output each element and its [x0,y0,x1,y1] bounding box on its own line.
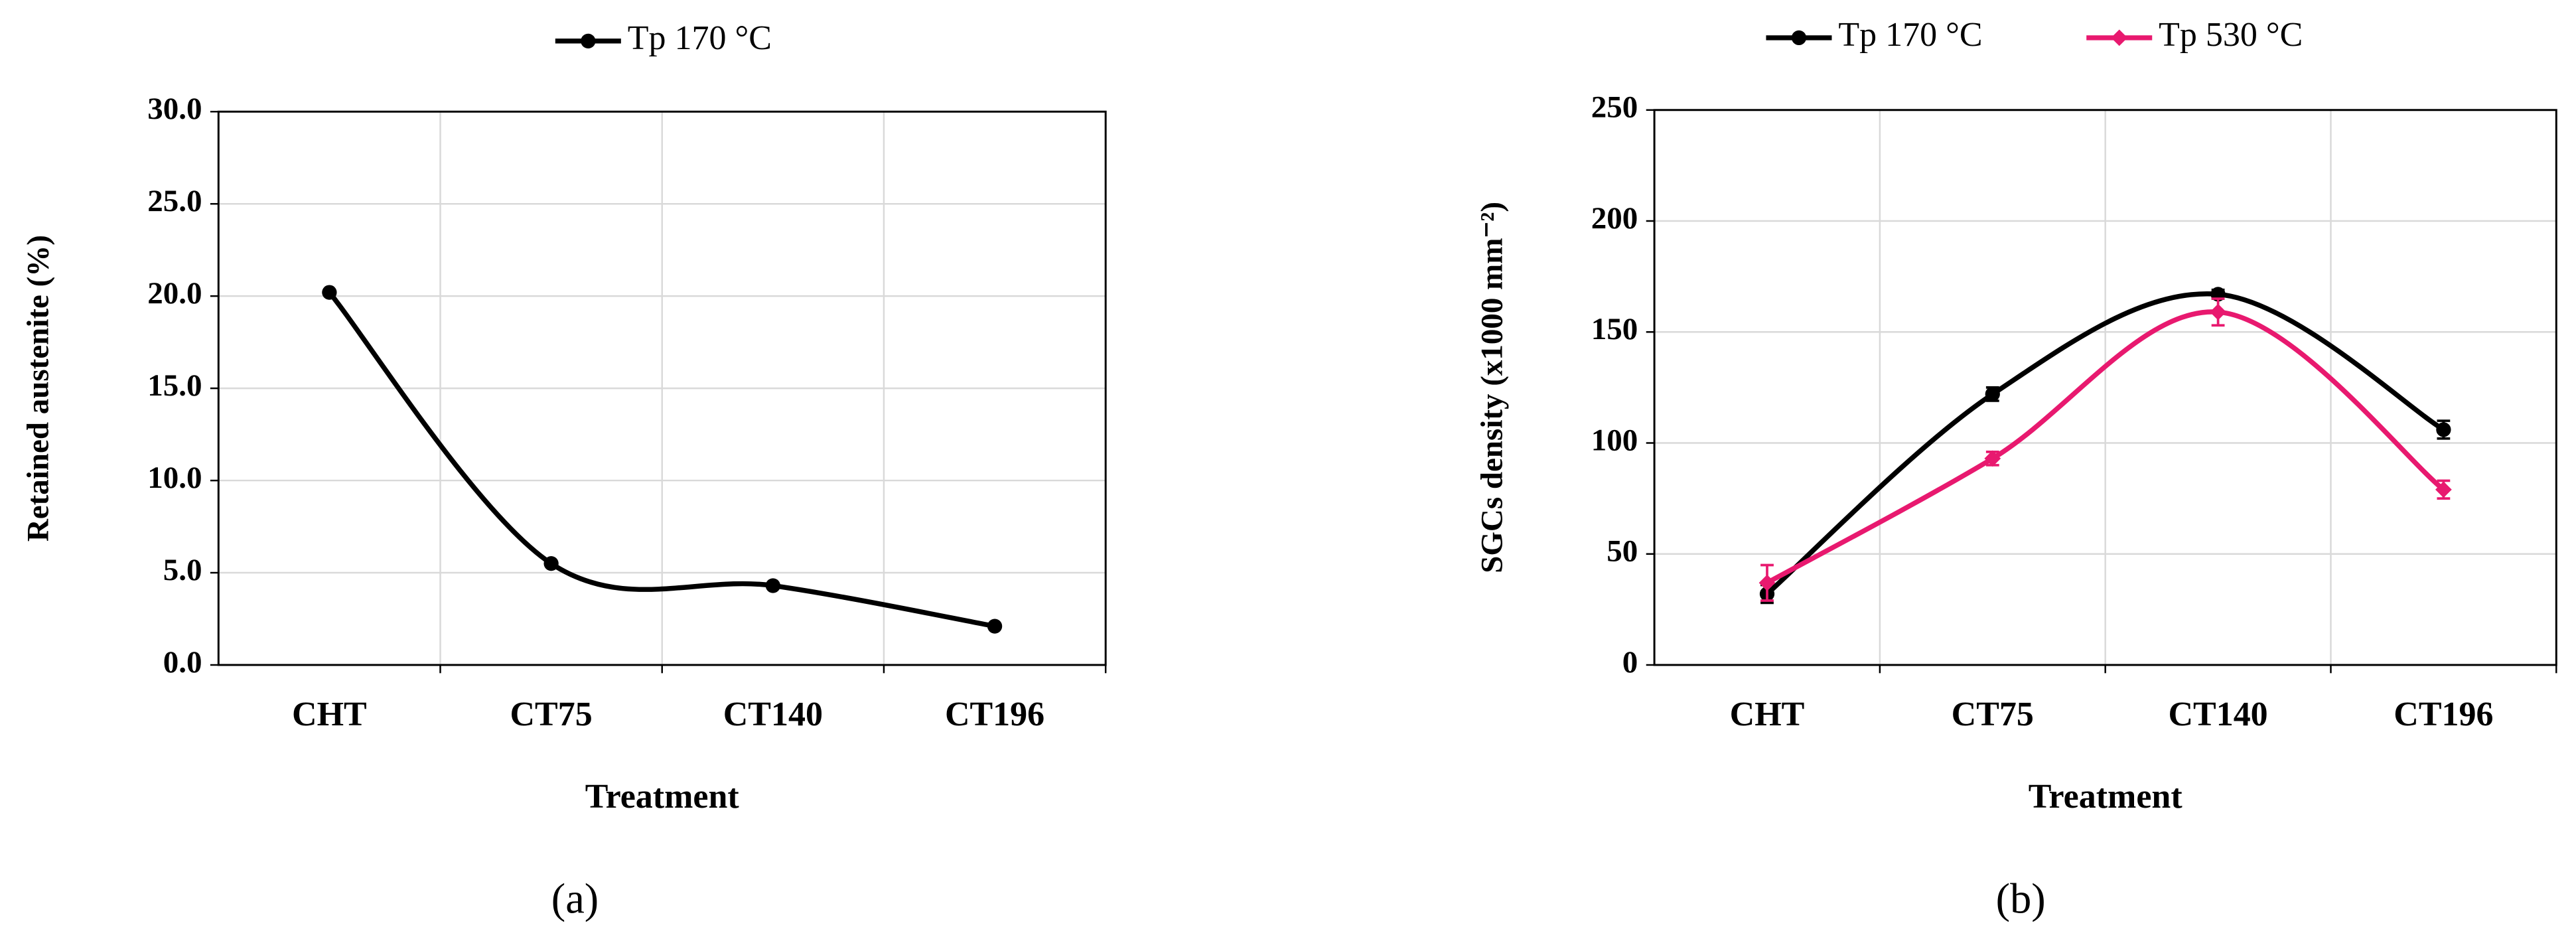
legend-marker [1791,30,1807,46]
x-tick-label: CT140 [723,695,823,733]
legend-marker [581,33,596,48]
y-tick-label: 5.0 [163,553,202,587]
marker [987,619,1003,634]
y-tick-label: 50 [1607,534,1638,569]
y-tick-label: 15.0 [147,368,202,403]
marker [1984,450,2001,467]
marker [543,556,559,571]
y-tick-label: 25.0 [147,184,202,218]
marker [2435,481,2452,498]
x-axis-label: Treatment [585,778,740,816]
legend-label: Tp 170 °C [1838,16,1982,54]
y-tick-label: 150 [1591,312,1638,346]
caption: (b) [1996,875,2046,922]
y-tick-label: 100 [1591,423,1638,457]
y-axis-label: SGCs density (x1000 mm⁻²) [1475,202,1510,573]
series-line [1765,291,2445,596]
y-tick-label: 200 [1591,201,1638,236]
y-tick-label: 20.0 [147,276,202,311]
y-axis-label: Retained austenite (%) [21,235,56,542]
y-tick-label: 10.0 [147,461,202,495]
legend-label: Tp 530 °C [2159,16,2303,54]
legend-label: Tp 170 °C [628,19,772,57]
y-tick-label: 0 [1622,645,1638,680]
y-tick-label: 0.0 [163,645,202,680]
marker [1758,574,1776,591]
x-tick-label: CHT [1730,695,1805,733]
marker [322,285,337,300]
x-tick-label: CT75 [1952,695,2034,733]
marker [1985,386,2000,402]
y-tick-label: 30.0 [147,92,202,126]
marker [2436,422,2451,437]
x-tick-label: CT140 [2168,695,2267,733]
y-tick-label: 250 [1591,90,1638,125]
x-tick-label: CT196 [945,695,1044,733]
series-line [1766,309,2445,585]
series-line [327,291,995,629]
caption: (a) [551,875,599,922]
x-axis-label: Treatment [2029,778,2183,816]
x-tick-label: CHT [292,695,367,733]
marker [765,578,780,593]
x-tick-label: CT75 [510,695,593,733]
x-tick-label: CT196 [2394,695,2493,733]
legend-marker [2111,29,2128,46]
marker [2210,303,2226,321]
